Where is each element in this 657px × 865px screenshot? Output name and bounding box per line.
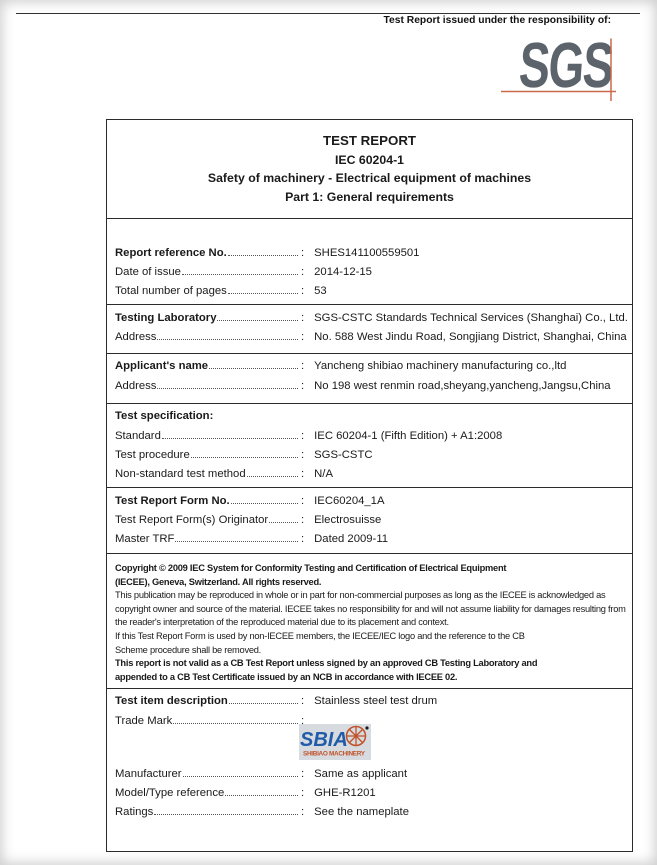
svg-text:SBIA: SBIA (300, 729, 348, 751)
svg-text:SHIBIAO MACHINERY: SHIBIAO MACHINERY (303, 751, 366, 758)
svg-text:SGS: SGS (517, 33, 615, 101)
